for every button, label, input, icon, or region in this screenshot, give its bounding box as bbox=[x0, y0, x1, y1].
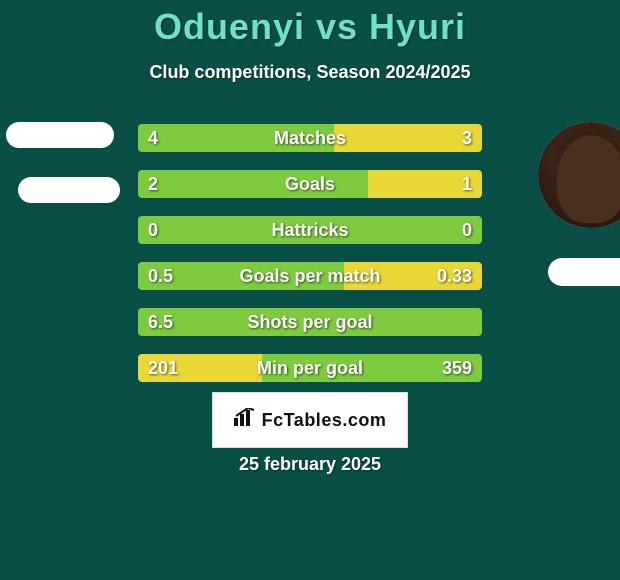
stat-row: 6.5Shots per goal bbox=[138, 308, 482, 336]
chart-icon bbox=[234, 408, 256, 432]
player2-avatar bbox=[538, 122, 620, 228]
stat-label: Shots per goal bbox=[138, 308, 482, 336]
stat-label: Matches bbox=[138, 124, 482, 152]
stat-label: Goals per match bbox=[138, 262, 482, 290]
stat-row: 21Goals bbox=[138, 170, 482, 198]
player2-avatar-blob bbox=[548, 258, 620, 286]
page-title: Oduenyi vs Hyuri bbox=[0, 0, 620, 48]
stat-row: 0.50.33Goals per match bbox=[138, 262, 482, 290]
date-label: 25 february 2025 bbox=[0, 454, 620, 475]
stat-label: Min per goal bbox=[138, 354, 482, 382]
stat-label: Goals bbox=[138, 170, 482, 198]
stat-row: 201359Min per goal bbox=[138, 354, 482, 382]
stat-label: Hattricks bbox=[138, 216, 482, 244]
stat-rows: 43Matches 21Goals 00Hattricks 0.50.33Goals … bbox=[138, 124, 482, 400]
avatar-silhouette bbox=[538, 122, 620, 228]
player1-avatar-blob-2 bbox=[18, 177, 120, 203]
branding-badge[interactable]: FcTables.com bbox=[212, 392, 408, 448]
page-subtitle: Club competitions, Season 2024/2025 bbox=[0, 62, 620, 83]
comparison-card: Oduenyi vs Hyuri Club competitions, Seas… bbox=[0, 0, 620, 580]
branding-text: FcTables.com bbox=[262, 410, 387, 431]
stat-row: 43Matches bbox=[138, 124, 482, 152]
stat-row: 00Hattricks bbox=[138, 216, 482, 244]
player1-avatar-blob-1 bbox=[6, 122, 114, 148]
